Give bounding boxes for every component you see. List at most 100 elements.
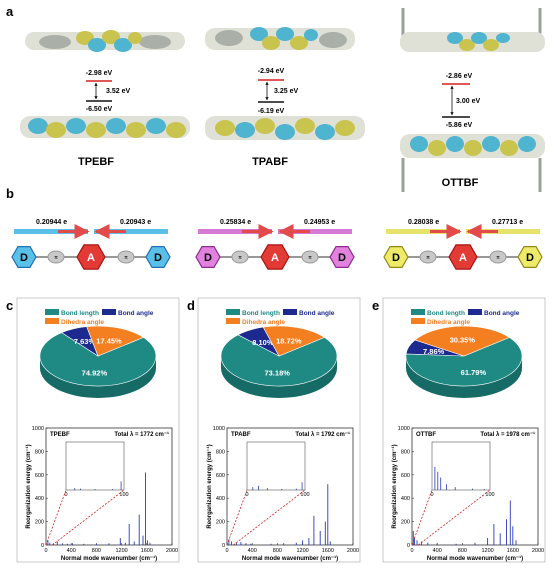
pie-slice-bond-length bbox=[39, 332, 157, 387]
ottbf-lumo-label: -2.86 eV bbox=[446, 73, 473, 80]
tpabf-gap-label: 3.25 eV bbox=[274, 88, 298, 95]
zoom-line-right bbox=[52, 489, 125, 546]
orbital-images bbox=[20, 8, 545, 192]
y-tick-label: 200 bbox=[216, 520, 225, 526]
pie-legend: Bond length Bond angle Dihedra angle bbox=[45, 309, 154, 326]
legend-swatch-dihedral bbox=[226, 318, 240, 324]
y-tick-label: 400 bbox=[35, 496, 44, 502]
molecule-tag: OTTBF bbox=[416, 432, 436, 438]
legend-swatch-dihedral bbox=[45, 318, 59, 324]
pi-label-left: π bbox=[54, 255, 58, 261]
y-tick-label: 600 bbox=[35, 473, 44, 479]
pi-label-left: π bbox=[426, 255, 430, 261]
y-tick-label: 1000 bbox=[398, 426, 410, 432]
pi-bridge-left bbox=[419, 250, 437, 264]
inset-x-tick-label: 0 bbox=[430, 492, 433, 498]
acceptor-label: A bbox=[459, 252, 467, 264]
x-tick-label: 1200 bbox=[115, 548, 127, 554]
panel-frame bbox=[16, 297, 180, 563]
charge-bar-left bbox=[14, 229, 88, 234]
molecule-name-tpabf: TPABF bbox=[252, 156, 288, 168]
donor-label-right: D bbox=[338, 252, 346, 264]
legend-bond-length: Bond length bbox=[242, 310, 280, 317]
inset-x-tick-label: 100 bbox=[300, 492, 309, 498]
pie-label-bond-angle: 7.86% bbox=[423, 347, 445, 356]
x-tick-label: 2000 bbox=[166, 548, 178, 554]
y-tick-label: 600 bbox=[401, 473, 410, 479]
x-tick-label: 400 bbox=[67, 548, 76, 554]
pie-label-bond-angle: 8.10% bbox=[252, 338, 274, 347]
inset-x-tick-label: 100 bbox=[119, 492, 128, 498]
charge-right-tpabf: 0.24953 e bbox=[304, 219, 335, 226]
tpebf-gap-label: 3.52 eV bbox=[106, 88, 130, 95]
inset-frame bbox=[431, 441, 491, 491]
pi-label-left: π bbox=[238, 255, 242, 261]
inset-frame bbox=[246, 441, 306, 491]
legend-swatch-dihedral bbox=[411, 318, 425, 324]
donor-hexagon-right bbox=[517, 246, 543, 268]
pie-label-dihedra-angle: 30.35% bbox=[450, 336, 476, 345]
pie-label-bond-length: 73.18% bbox=[264, 369, 290, 378]
x-tick-label: 800 bbox=[458, 548, 467, 554]
y-tick-label: 1000 bbox=[213, 426, 225, 432]
pie-slice-dihedra-angle bbox=[262, 325, 326, 357]
y-tick-label: 400 bbox=[401, 496, 410, 502]
pie-label-bond-angle: 7.63% bbox=[74, 337, 96, 346]
pi-bridge-left bbox=[231, 250, 249, 264]
pi-bridge-right bbox=[301, 250, 319, 264]
panel-e: Bond length Bond angle Dihedra angle 61.79%… bbox=[382, 297, 546, 563]
pi-label-right: π bbox=[124, 255, 128, 261]
charge-left-tpabf: 0.25834 e bbox=[220, 219, 251, 226]
pie-side bbox=[40, 356, 156, 398]
legend-bond-angle: Bond angle bbox=[299, 310, 335, 317]
energy-diagram-tpabf: -2.94 eV 3.25 eV -6.19 eV bbox=[258, 68, 299, 115]
tpabf-lumo-label: -2.94 eV bbox=[258, 68, 285, 75]
y-tick-label: 0 bbox=[407, 543, 410, 549]
donor-label-left: D bbox=[392, 252, 400, 264]
tpebf-homo-orbital bbox=[20, 116, 190, 138]
panel-label-b: b bbox=[6, 186, 14, 201]
inset-x-tick-label: 0 bbox=[64, 492, 67, 498]
charge-right-ottbf: 0.27713 e bbox=[492, 219, 523, 226]
inset-frame bbox=[65, 441, 125, 491]
plot-frame bbox=[226, 427, 354, 546]
pie-label-bond-length: 74.92% bbox=[82, 368, 108, 377]
x-tick-label: 0 bbox=[410, 548, 413, 554]
pi-bridge-right bbox=[117, 250, 135, 264]
donor-hexagon-right bbox=[329, 246, 355, 268]
acceptor-hexagon bbox=[448, 244, 478, 270]
y-tick-label: 0 bbox=[41, 543, 44, 549]
total-lambda: Total λ = 1792 cm⁻¹ bbox=[295, 431, 350, 438]
x-tick-label: 1200 bbox=[296, 548, 308, 554]
molecule-tag: TPEBF bbox=[50, 432, 70, 438]
ottbf-lumo-orbital bbox=[400, 8, 545, 52]
legend-bond-length: Bond length bbox=[427, 310, 465, 317]
legend-bond-angle: Bond angle bbox=[484, 310, 520, 317]
acceptor-hexagon bbox=[76, 244, 106, 270]
ottbf-homo-label: -5.86 eV bbox=[446, 122, 473, 129]
pie-legend: Bond length Bond angle Dihedra angle bbox=[411, 309, 520, 326]
energy-diagram-tpebf: -2.98 eV 3.52 eV -6.50 eV bbox=[86, 70, 131, 113]
zoom-line-left bbox=[411, 489, 433, 546]
panel-d: Bond length Bond angle Dihedra angle 73.18%… bbox=[197, 297, 361, 563]
donor-hexagon-left bbox=[11, 246, 37, 268]
energy-diagram-ottbf: -2.86 eV 3.00 eV -5.86 eV bbox=[442, 73, 480, 129]
pi-label-right: π bbox=[496, 255, 500, 261]
acceptor-label: A bbox=[87, 252, 95, 264]
x-tick-label: 2000 bbox=[347, 548, 359, 554]
panel-c: Bond length Bond angle Dihedra angle 74.92%… bbox=[16, 297, 180, 563]
tpebf-lumo-label: -2.98 eV bbox=[86, 70, 113, 77]
inset-x-tick-label: 0 bbox=[245, 492, 248, 498]
pie-side bbox=[221, 356, 337, 398]
total-lambda: Total λ = 1978 cm⁻¹ bbox=[480, 431, 535, 438]
x-tick-label: 400 bbox=[433, 548, 442, 554]
y-tick-label: 800 bbox=[216, 449, 225, 455]
y-tick-label: 200 bbox=[35, 520, 44, 526]
legend-dihedral: Dihedra angle bbox=[61, 319, 104, 326]
x-axis-label: Normal mode wavenumber (cm⁻¹) bbox=[427, 555, 523, 562]
y-axis-label: Reorganization energy (cm⁻¹) bbox=[391, 444, 398, 528]
